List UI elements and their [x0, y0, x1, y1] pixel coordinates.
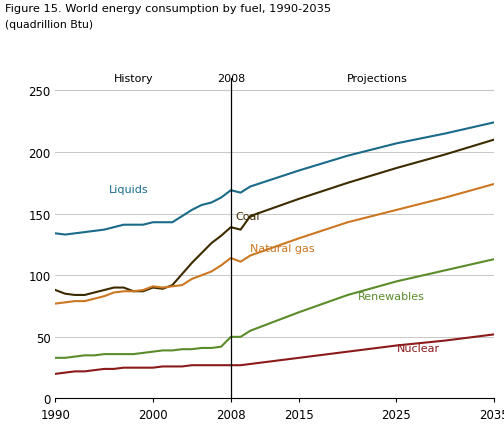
- Text: Natural gas: Natural gas: [250, 244, 315, 254]
- Text: History: History: [113, 74, 153, 84]
- Text: Renewables: Renewables: [357, 292, 424, 301]
- Text: Figure 15. World energy consumption by fuel, 1990-2035: Figure 15. World energy consumption by f…: [5, 4, 331, 14]
- Text: Liquids: Liquids: [109, 184, 149, 194]
- Text: Projections: Projections: [347, 74, 407, 84]
- Text: Nuclear: Nuclear: [397, 343, 439, 353]
- Text: Coal: Coal: [236, 212, 260, 222]
- Text: (quadrillion Btu): (quadrillion Btu): [5, 20, 93, 30]
- Text: 2008: 2008: [217, 74, 245, 84]
